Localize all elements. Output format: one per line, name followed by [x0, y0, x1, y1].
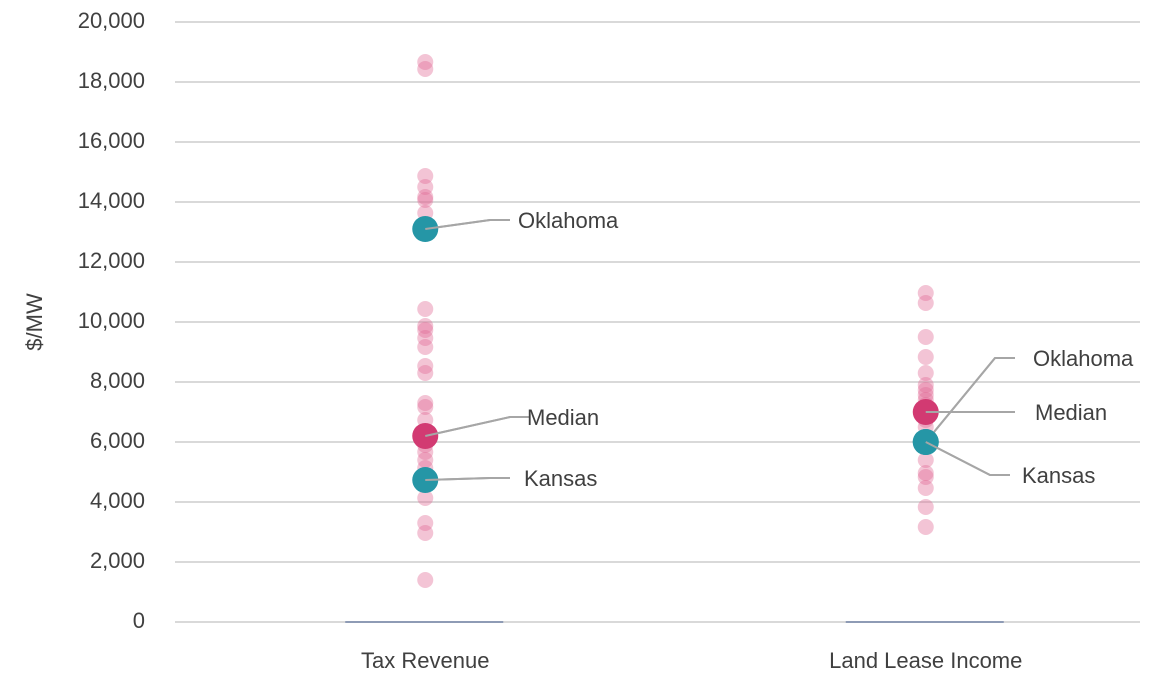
- dot: [417, 61, 434, 78]
- y-tick-label: 12,000: [78, 248, 145, 273]
- dot: [917, 452, 934, 468]
- annotation-label: Oklahoma: [518, 208, 619, 233]
- dot: [417, 515, 434, 531]
- annotation-label: Median: [1035, 400, 1107, 425]
- dot: [417, 188, 434, 205]
- leader-line: [925, 441, 1010, 476]
- dot: [917, 349, 934, 366]
- y-tick-label: 20,000: [78, 8, 145, 33]
- x-tick-label: Land Lease Income: [829, 648, 1022, 673]
- leader-line: [924, 357, 1015, 443]
- leader-line: [425, 219, 510, 230]
- dot: [417, 524, 434, 541]
- dot: [417, 338, 434, 355]
- y-tick-label: 6,000: [90, 428, 145, 453]
- leader-line: [425, 477, 510, 482]
- y-tick-label: 18,000: [78, 68, 145, 93]
- dot: [917, 377, 934, 393]
- dot: [417, 191, 434, 208]
- y-tick-label: 8,000: [90, 368, 145, 393]
- dot: [417, 490, 434, 507]
- dot: [417, 358, 434, 375]
- dot: [917, 479, 934, 496]
- y-tick-label: 0: [133, 608, 145, 633]
- dot: [917, 386, 934, 403]
- dot: [917, 518, 934, 535]
- leader-line: [925, 441, 1010, 476]
- leader-line: [425, 416, 530, 437]
- annotation-label: Kansas: [1022, 463, 1095, 488]
- x-tick-label: Tax Revenue: [361, 648, 489, 673]
- dot: [417, 301, 434, 318]
- dot: [417, 53, 434, 70]
- dot: [417, 179, 434, 195]
- dot: [417, 365, 434, 381]
- dot: [917, 469, 934, 486]
- dot: [417, 395, 434, 411]
- y-axis-label: $/MW: [22, 293, 47, 351]
- y-tick-label: 4,000: [90, 488, 145, 513]
- y-tick-label: 2,000: [90, 548, 145, 573]
- dot: [417, 398, 434, 415]
- dot: [917, 284, 934, 301]
- dot: [917, 382, 934, 399]
- annotation-label: Kansas: [524, 466, 597, 491]
- dot: [417, 322, 434, 339]
- dot: [917, 499, 934, 516]
- dot: [917, 295, 934, 312]
- annotation-label: Oklahoma: [1033, 346, 1134, 371]
- dot: [917, 365, 934, 381]
- dot: [917, 464, 934, 481]
- y-tick-label: 14,000: [78, 188, 145, 213]
- dot: [417, 317, 434, 334]
- y-tick-label: 16,000: [78, 128, 145, 153]
- dot: [417, 452, 434, 468]
- annotation-label: Median: [527, 405, 599, 430]
- dot: [417, 572, 434, 588]
- dot: [417, 329, 434, 346]
- leader-line: [924, 357, 1015, 443]
- dot: [917, 329, 934, 345]
- y-tick-label: 10,000: [78, 308, 145, 333]
- dot: [417, 167, 434, 184]
